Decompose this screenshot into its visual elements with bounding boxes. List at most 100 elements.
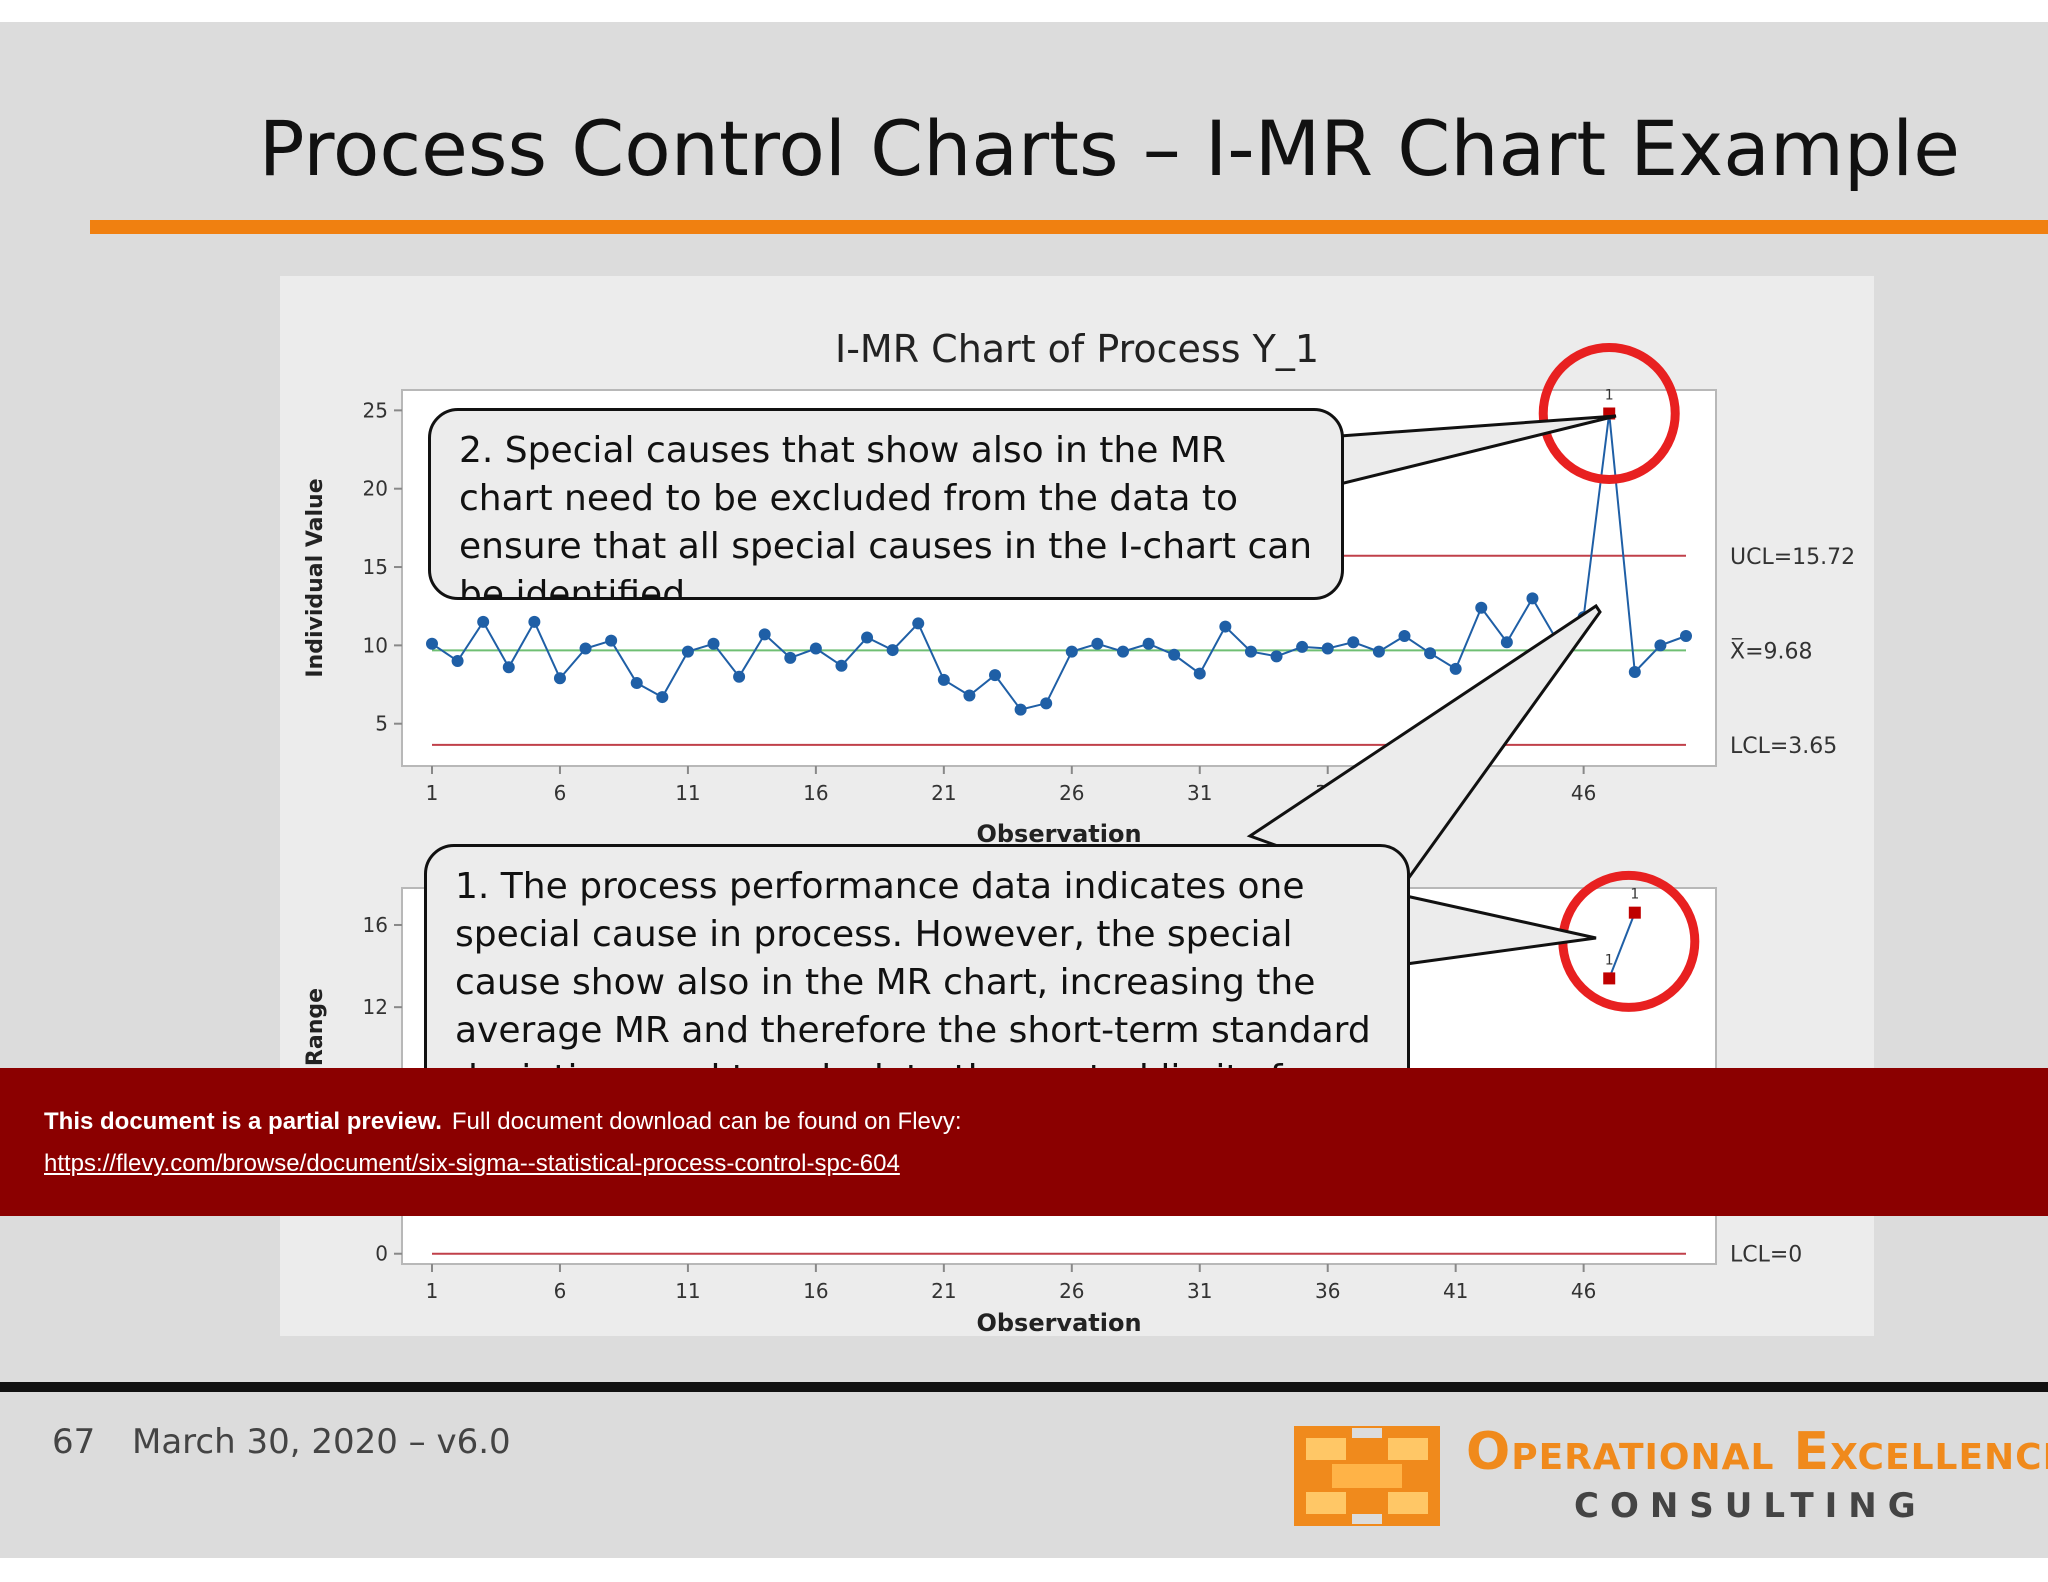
data-point <box>502 661 515 674</box>
data-point <box>1065 645 1078 658</box>
data-point <box>1347 636 1360 649</box>
preview-strong-text: This document is a partial preview. <box>44 1108 442 1135</box>
x-tick-label: 46 <box>1571 781 1596 805</box>
data-point <box>989 669 1002 682</box>
x-axis-label: Observation <box>976 820 1141 848</box>
x-tick-label: 1 <box>426 781 439 805</box>
x-axis-label: Observation <box>976 1309 1141 1336</box>
data-point <box>528 615 541 628</box>
x-tick-label: 1 <box>426 1279 439 1303</box>
chart-title: I-MR Chart of Process Y_1 <box>835 327 1319 371</box>
flagged-point <box>1628 906 1641 919</box>
data-point <box>1168 648 1181 661</box>
footer-rule <box>0 1382 2048 1392</box>
lcl-label: LCL=0 <box>1730 1243 1802 1268</box>
data-point <box>1449 662 1462 675</box>
y-tick-label: 25 <box>363 398 388 422</box>
y-axis-label: Individual Value <box>303 478 328 677</box>
data-point <box>553 672 566 685</box>
x-tick-label: 31 <box>1187 1279 1212 1303</box>
data-point <box>1680 629 1692 642</box>
data-point <box>1500 636 1513 649</box>
center-label: X=9.68 <box>1730 639 1813 664</box>
highlight-ring-ichart <box>1538 343 1680 484</box>
data-point <box>1398 629 1411 642</box>
data-point <box>630 676 643 689</box>
data-point <box>1244 645 1257 658</box>
x-tick-label: 26 <box>1059 1279 1084 1303</box>
brand-subtitle: CONSULTING <box>1574 1486 1927 1526</box>
center-bar: _ <box>1731 615 1743 639</box>
data-point <box>1142 637 1155 650</box>
x-tick-label: 41 <box>1443 1279 1468 1303</box>
data-point <box>758 628 771 641</box>
preview-download-link[interactable]: https://flevy.com/browse/document/six-si… <box>44 1150 900 1177</box>
y-tick-label: 15 <box>363 555 388 579</box>
x-tick-label: 16 <box>803 1279 828 1303</box>
x-tick-label: 6 <box>554 1279 567 1303</box>
data-point <box>912 617 925 630</box>
data-point <box>1116 645 1129 658</box>
data-point <box>886 644 899 657</box>
data-point <box>1219 620 1232 633</box>
data-point <box>1424 647 1437 660</box>
data-point <box>1040 697 1053 710</box>
data-point <box>1014 703 1027 716</box>
data-point <box>426 637 438 650</box>
slide-title: Process Control Charts – I-MR Chart Exam… <box>258 104 1960 193</box>
x-tick-label: 21 <box>931 1279 956 1303</box>
flagged-point <box>1603 972 1616 985</box>
brand-name: Operational Excellence <box>1466 1422 2048 1482</box>
title-rule <box>90 220 2048 234</box>
data-point <box>579 642 592 655</box>
flag-label: 1 <box>1605 952 1614 968</box>
data-point <box>1526 592 1539 605</box>
data-point <box>1475 601 1488 614</box>
x-tick-label: 36 <box>1315 1279 1340 1303</box>
x-tick-label: 6 <box>554 781 567 805</box>
data-point <box>861 631 874 644</box>
y-tick-label: 10 <box>363 633 388 657</box>
flag-label: 1 <box>1605 388 1614 404</box>
data-point <box>1091 637 1104 650</box>
data-point <box>1193 667 1206 680</box>
callout-note-1: 1. The process performance data indicate… <box>424 844 1410 1104</box>
data-point <box>605 634 618 647</box>
data-point <box>451 655 464 668</box>
data-point <box>733 670 746 683</box>
footer-date: March 30, 2020 – v6.0 <box>132 1422 511 1462</box>
ucl-label: UCL=15.72 <box>1730 545 1855 570</box>
data-point <box>477 615 490 628</box>
data-point <box>1654 639 1667 652</box>
flag-label: 1 <box>1630 887 1639 903</box>
y-tick-label: 16 <box>363 913 388 937</box>
brand-logo-icon <box>1294 1426 1440 1526</box>
data-point <box>784 651 797 664</box>
page-number: 67 <box>52 1422 96 1462</box>
data-point <box>681 645 694 658</box>
data-point <box>707 637 720 650</box>
y-tick-label: 12 <box>363 995 388 1019</box>
x-tick-label: 11 <box>675 1279 700 1303</box>
preview-banner: This document is a partial preview. Full … <box>0 1068 2048 1216</box>
data-point <box>1372 645 1385 658</box>
data-point <box>1270 650 1283 663</box>
slide: Process Control Charts – I-MR Chart Exam… <box>0 22 2048 1558</box>
x-tick-label: 16 <box>803 781 828 805</box>
data-point <box>1296 640 1309 653</box>
x-tick-label: 31 <box>1187 781 1212 805</box>
data-point <box>1628 666 1641 678</box>
data-point <box>937 673 950 686</box>
y-tick-label: 5 <box>375 712 388 736</box>
data-point <box>809 642 822 655</box>
data-point <box>963 689 976 702</box>
x-tick-label: 11 <box>675 781 700 805</box>
y-tick-label: 0 <box>375 1242 388 1266</box>
preview-message: This document is a partial preview. Full … <box>44 1108 962 1136</box>
x-tick-label: 26 <box>1059 781 1084 805</box>
callout-note-2: 2. Special causes that show also in the … <box>428 408 1344 600</box>
x-tick-label: 46 <box>1571 1279 1596 1303</box>
data-point <box>835 659 848 672</box>
series-line <box>1608 912 1636 979</box>
lcl-label: LCL=3.65 <box>1730 734 1837 759</box>
